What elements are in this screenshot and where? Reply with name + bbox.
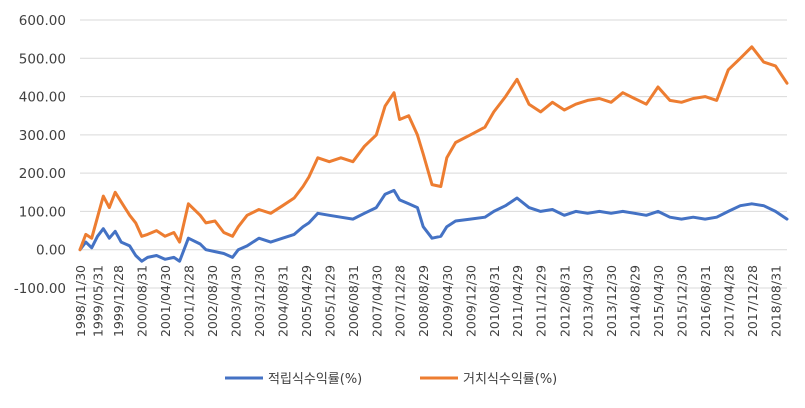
x-tick-label: 2011/12/29 [534,265,549,337]
x-tick-label: 2007/04/30 [369,265,384,337]
x-tick-label: 2009/04/30 [440,265,455,337]
x-tick-label: 2001/04/30 [158,265,173,337]
y-tick-label: 600.00 [19,13,66,29]
x-tick-label: 2006/08/31 [346,265,361,337]
legend-label: 거치식수익률(%) [463,372,557,387]
x-tick-label: 2014/08/29 [627,265,642,337]
y-tick-label: 300.00 [19,128,66,144]
legend: 적립식수익률(%) 거치식수익률(%) [225,372,557,387]
x-tick-label: 2008/08/29 [416,265,431,337]
x-tick-label: 2002/08/30 [205,265,220,337]
x-axis-ticks: 1998/11/30 1999/05/31 1999/12/28 2000/08/31… [73,265,784,337]
y-tick-label: -100.00 [14,281,66,297]
x-tick-label: 2012/08/31 [557,265,572,337]
x-tick-label: 2013/12/30 [604,265,619,337]
x-tick-label: 2003/12/30 [252,265,267,337]
x-tick-label: 2003/04/30 [228,265,243,337]
y-tick-label: 400.00 [19,90,66,106]
legend-label: 적립식수익률(%) [268,372,362,387]
x-tick-label: 2009/12/30 [463,265,478,337]
y-tick-label: 500.00 [19,51,66,67]
x-tick-label: 2004/08/31 [276,265,291,337]
x-tick-label: 1998/11/30 [73,265,88,337]
x-tick-label: 2017/12/28 [745,265,760,337]
series-lines [78,45,789,263]
y-tick-label: 100.00 [19,204,66,220]
series-line-2 [78,45,789,252]
y-tick-label: 0.00 [36,243,66,259]
x-tick-label: 2018/08/31 [769,265,784,337]
x-tick-label: 2017/04/28 [721,265,736,337]
x-tick-label: 2005/12/29 [322,265,337,337]
x-tick-label: 2005/04/29 [299,265,314,337]
x-tick-label: 1999/12/28 [111,265,126,337]
x-tick-label: 2011/04/29 [510,265,525,337]
series-line-1 [78,188,789,263]
x-tick-label: 2000/08/31 [135,265,150,337]
x-tick-label: 2016/08/31 [698,265,713,337]
x-tick-label: 1999/05/31 [91,265,106,337]
x-tick-label: 2001/12/28 [181,265,196,337]
x-tick-label: 2007/12/28 [393,265,408,337]
x-tick-label: 2013/04/30 [581,265,596,337]
x-tick-label: 2015/04/30 [651,265,666,337]
x-tick-label: 2010/08/31 [487,265,502,337]
x-tick-label: 2015/12/30 [675,265,690,337]
y-tick-label: 200.00 [19,166,66,182]
y-axis-ticks: -100.00 0.00 100.00 200.00 300.00 400.00 500.0… [14,13,66,297]
